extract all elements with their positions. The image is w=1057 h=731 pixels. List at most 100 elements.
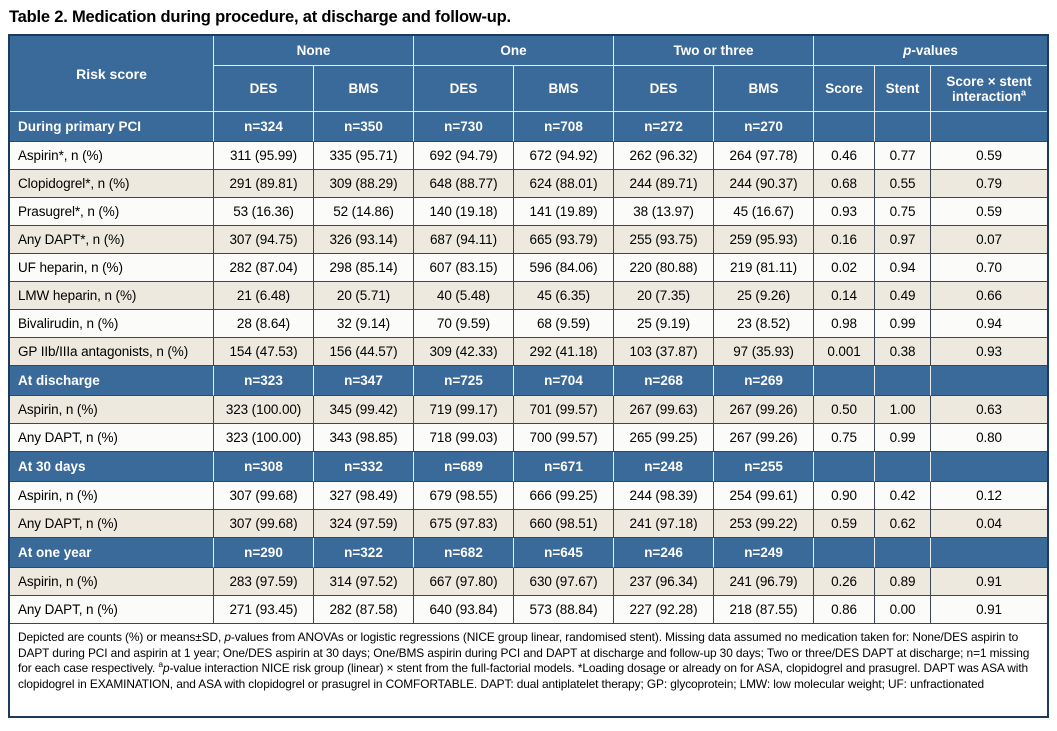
cell-value: 103 (37.87): [614, 338, 715, 366]
sub-header-row: DES BMS DES BMS DES BMS Score Stent Scor…: [10, 66, 1047, 112]
cell-value: 20 (5.71): [314, 282, 414, 310]
section-label: At 30 days: [10, 452, 214, 482]
row-label: Bivalirudin, n (%): [10, 310, 214, 338]
row-label: Aspirin, n (%): [10, 568, 214, 596]
cell-value: 40 (5.48): [414, 282, 514, 310]
cell-value: 218 (87.55): [714, 596, 815, 624]
cell-value: 219 (81.11): [714, 254, 815, 282]
table-row: Aspirin, n (%) 307 (99.68) 327 (98.49) 679 …: [10, 482, 1047, 510]
section-n-count: n=290: [214, 538, 314, 568]
table-row: UF heparin, n (%) 282 (87.04) 298 (85.14) 6…: [10, 254, 1047, 282]
row-label: Any DAPT, n (%): [10, 596, 214, 624]
footnote-segment: p: [224, 630, 231, 644]
row-label: Any DAPT, n (%): [10, 510, 214, 538]
table-row: Any DAPT, n (%) 271 (93.45) 282 (87.58) 640…: [10, 596, 1047, 624]
footnote: Depicted are counts (%) or means±SD, p-v…: [10, 624, 1047, 717]
section-empty-cell: [814, 452, 876, 482]
cell-value: 0.75: [875, 198, 932, 226]
footnote-segment: -value interaction NICE risk group (line…: [18, 661, 1029, 691]
cell-value: 0.42: [875, 482, 932, 510]
cell-value: 32 (9.14): [314, 310, 414, 338]
cell-value: 53 (16.36): [214, 198, 314, 226]
cell-value: 630 (97.67): [514, 568, 615, 596]
cell-value: 282 (87.04): [214, 254, 314, 282]
cell-value: 0.93: [814, 198, 876, 226]
cell-value: 0.59: [931, 198, 1047, 226]
cell-value: 264 (97.78): [714, 142, 815, 170]
table-title: Table 2. Medication during procedure, at…: [9, 8, 511, 26]
table-body: During primary PCI n=324 n=350 n=730 n=708 n=…: [10, 112, 1047, 624]
cell-value: 241 (97.18): [614, 510, 715, 538]
row-label: Aspirin*, n (%): [10, 142, 214, 170]
section-n-count: n=708: [514, 112, 615, 142]
cell-value: 666 (99.25): [514, 482, 615, 510]
cell-value: 719 (99.17): [414, 396, 514, 424]
cell-value: 607 (83.15): [414, 254, 514, 282]
cell-value: 0.62: [875, 510, 932, 538]
cell-value: 701 (99.57): [514, 396, 615, 424]
section-empty-cell: [931, 112, 1047, 142]
footnote-row: Depicted are counts (%) or means±SD, p-v…: [10, 624, 1047, 717]
table-row: Any DAPT, n (%) 307 (99.68) 324 (97.59) 675…: [10, 510, 1047, 538]
cell-value: 292 (41.18): [514, 338, 615, 366]
col-header-interaction: Score × stent interactiona: [931, 66, 1047, 112]
section-n-count: n=248: [614, 452, 715, 482]
row-label: GP IIb/IIIa antagonists, n (%): [10, 338, 214, 366]
cell-value: 20 (7.35): [614, 282, 715, 310]
table-row: Aspirin, n (%) 323 (100.00) 345 (99.42) 719…: [10, 396, 1047, 424]
cell-value: 154 (47.53): [214, 338, 314, 366]
table-row: GP IIb/IIIa antagonists, n (%) 154 (47.53…: [10, 338, 1047, 366]
table-header: Risk score None One Two or three p-value…: [10, 36, 1047, 112]
table-row: Bivalirudin, n (%) 28 (8.64) 32 (9.14) 70 (…: [10, 310, 1047, 338]
cell-value: 692 (94.79): [414, 142, 514, 170]
cell-value: 648 (88.77): [414, 170, 514, 198]
cell-value: 700 (99.57): [514, 424, 615, 452]
col-header-two-bms: BMS: [714, 66, 815, 112]
cell-value: 282 (87.58): [314, 596, 414, 624]
section-n-count: n=246: [614, 538, 715, 568]
cell-value: 0.46: [814, 142, 876, 170]
cell-value: 52 (14.86): [314, 198, 414, 226]
cell-value: 0.66: [931, 282, 1047, 310]
cell-value: 0.99: [875, 310, 932, 338]
cell-value: 326 (93.14): [314, 226, 414, 254]
section-empty-cell: [875, 112, 932, 142]
pvalues-italic-p: p: [903, 43, 912, 58]
cell-value: 327 (98.49): [314, 482, 414, 510]
cell-value: 0.75: [814, 424, 876, 452]
interaction-footnote-marker: a: [1021, 87, 1027, 97]
cell-value: 283 (97.59): [214, 568, 314, 596]
cell-value: 0.00: [875, 596, 932, 624]
cell-value: 262 (96.32): [614, 142, 715, 170]
section-label: During primary PCI: [10, 112, 214, 142]
cell-value: 0.94: [875, 254, 932, 282]
cell-value: 0.04: [931, 510, 1047, 538]
cell-value: 68 (9.59): [514, 310, 615, 338]
row-label: Clopidogrel*, n (%): [10, 170, 214, 198]
cell-value: 0.79: [931, 170, 1047, 198]
cell-value: 675 (97.83): [414, 510, 514, 538]
table-row: LMW heparin, n (%) 21 (6.48) 20 (5.71) 40 (…: [10, 282, 1047, 310]
cell-value: 687 (94.11): [414, 226, 514, 254]
col-header-none-bms: BMS: [314, 66, 414, 112]
cell-value: 271 (93.45): [214, 596, 314, 624]
cell-value: 265 (99.25): [614, 424, 715, 452]
cell-value: 343 (98.85): [314, 424, 414, 452]
cell-value: 323 (100.00): [214, 424, 314, 452]
cell-value: 624 (88.01): [514, 170, 615, 198]
row-label: Aspirin, n (%): [10, 396, 214, 424]
section-empty-cell: [931, 366, 1047, 396]
section-empty-cell: [931, 538, 1047, 568]
section-empty-cell: [931, 452, 1047, 482]
cell-value: 596 (84.06): [514, 254, 615, 282]
cell-value: 254 (99.61): [714, 482, 815, 510]
row-label: Any DAPT, n (%): [10, 424, 214, 452]
cell-value: 140 (19.18): [414, 198, 514, 226]
cell-value: 244 (90.37): [714, 170, 815, 198]
cell-value: 0.12: [931, 482, 1047, 510]
col-header-two-des: DES: [614, 66, 715, 112]
table-row: Prasugrel*, n (%) 53 (16.36) 52 (14.86) 140…: [10, 198, 1047, 226]
section-n-count: n=249: [714, 538, 815, 568]
cell-value: 0.90: [814, 482, 876, 510]
medication-table: Risk score None One Two or three p-value…: [10, 36, 1047, 717]
